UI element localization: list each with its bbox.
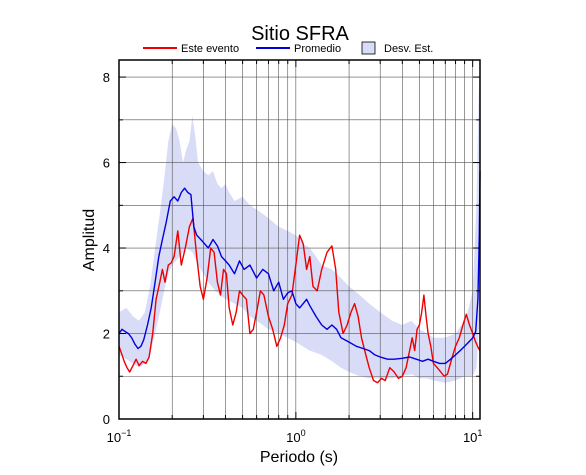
legend-label: Desv. Est.: [384, 43, 433, 55]
chart-title: Sitio SFRA: [251, 23, 349, 45]
legend: Este evento Promedio Desv. Est.: [143, 41, 433, 55]
y-tick-label: 0: [103, 412, 110, 427]
x-tick-label: 101: [463, 428, 482, 445]
y-axis-label: Amplitud: [81, 209, 98, 271]
std-band: [119, 60, 480, 383]
plot-area: [118, 59, 481, 420]
series-line-este-evento: [118, 217, 481, 384]
legend-label: Este evento: [181, 43, 239, 55]
x-tick-label: 10−1: [107, 428, 132, 445]
std-band-layer: [119, 60, 480, 383]
tick-layer: [118, 60, 480, 420]
series-line-promedio: [118, 171, 481, 365]
grid-layer: [119, 60, 480, 419]
y-tick-label: 2: [103, 327, 110, 342]
legend-item-promedio: Promedio: [256, 43, 341, 55]
plot-frame: [118, 59, 481, 420]
y-tick-label: 8: [103, 70, 110, 85]
x-tick-label: 100: [286, 428, 305, 445]
legend-swatch: [361, 41, 376, 55]
x-axis-label: Periodo (s): [260, 449, 338, 466]
y-tick-label: 4: [103, 241, 110, 256]
legend-label: Promedio: [294, 43, 341, 55]
series-layer: [118, 171, 481, 384]
legend-item-desv-est: Desv. Est.: [361, 41, 433, 55]
y-tick-label: 6: [103, 156, 110, 171]
legend-item-este-evento: Este evento: [143, 43, 239, 55]
